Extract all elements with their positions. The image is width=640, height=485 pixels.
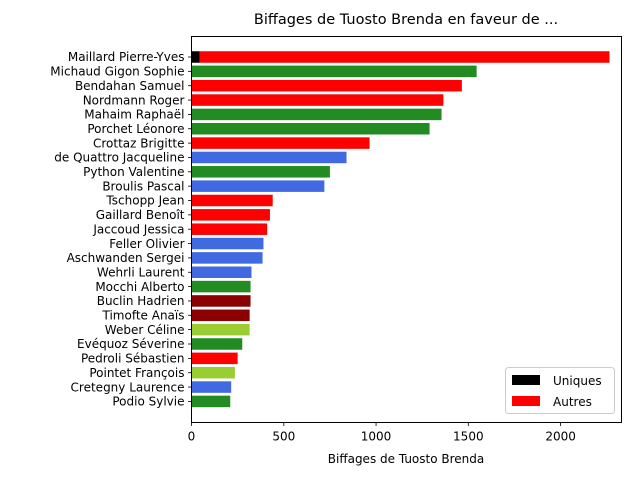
bar-19-autres bbox=[191, 323, 250, 336]
legend-swatch-uniques bbox=[512, 375, 540, 385]
bar-14-autres bbox=[191, 252, 263, 264]
bar-10-autres bbox=[191, 194, 273, 207]
bar-18-autres bbox=[191, 309, 250, 322]
bar-12-autres bbox=[191, 223, 268, 235]
y-tick-label: Buclin Hadrien bbox=[97, 294, 185, 308]
y-tick-label: Weber Céline bbox=[105, 323, 185, 337]
y-tick-label: Podio Sylvie bbox=[112, 395, 184, 409]
x-tick-label: 1500 bbox=[453, 430, 484, 444]
bar-1-autres bbox=[191, 65, 477, 78]
y-tick-label: Porchet Léonore bbox=[87, 122, 184, 136]
y-tick-label: Cretegny Laurence bbox=[71, 380, 185, 394]
x-tick-label: 500 bbox=[272, 430, 295, 444]
bar-5-autres bbox=[191, 123, 430, 135]
y-tick-label: Python Valentine bbox=[83, 165, 184, 179]
y-tick-label: Wehrli Laurent bbox=[97, 265, 185, 279]
y-tick-label: Crottaz Brigitte bbox=[93, 136, 185, 150]
bar-8-autres bbox=[191, 166, 330, 178]
y-tick-label: Maillard Pierre-Yves bbox=[68, 50, 185, 64]
y-tick-label: Timofte Anaïs bbox=[102, 309, 185, 323]
bar-6-autres bbox=[191, 137, 370, 149]
y-tick-label: Gaillard Benoît bbox=[96, 208, 185, 222]
legend-swatch-autres bbox=[512, 396, 540, 406]
x-axis-ticks: 0 500 1000 1500 2000 bbox=[188, 422, 576, 444]
bar-16-autres bbox=[191, 280, 251, 293]
y-tick-label: Jaccoud Jessica bbox=[92, 222, 184, 236]
bar-11-autres bbox=[191, 209, 270, 221]
bar-20-autres bbox=[191, 338, 243, 350]
bar-15-autres bbox=[191, 266, 252, 278]
y-tick-label: Mahaim Raphaël bbox=[84, 108, 184, 122]
y-tick-label: Bendahan Samuel bbox=[75, 79, 185, 93]
bar-22-autres bbox=[191, 366, 235, 379]
y-tick-label: Tschopp Jean bbox=[105, 194, 184, 208]
legend-label-autres: Autres bbox=[553, 395, 592, 409]
plot-frame bbox=[191, 36, 622, 423]
bar-23-autres bbox=[191, 381, 232, 393]
y-tick-label: Michaud Gigon Sophie bbox=[50, 65, 184, 79]
y-tick-label: de Quattro Jacqueline bbox=[54, 151, 184, 165]
x-tick-label: 2000 bbox=[545, 430, 576, 444]
chart-title: Biffages de Tuosto Brenda en faveur de .… bbox=[254, 12, 558, 28]
legend: Uniques Autres bbox=[505, 367, 615, 414]
bar-3-autres bbox=[191, 94, 444, 106]
y-tick-label: Mocchi Alberto bbox=[95, 280, 184, 294]
y-tick-label: Feller Olivier bbox=[109, 237, 184, 251]
y-tick-label: Pedroli Sébastien bbox=[81, 352, 185, 366]
y-tick-label: Pointet François bbox=[89, 366, 184, 380]
legend-label-uniques: Uniques bbox=[553, 374, 602, 388]
bar-21-autres bbox=[191, 352, 238, 365]
y-tick-label: Nordmann Roger bbox=[83, 93, 185, 107]
bars-layer bbox=[191, 51, 610, 408]
y-tick-label: Aschwanden Sergei bbox=[67, 251, 185, 265]
bar-24-autres bbox=[191, 395, 231, 408]
x-tick-label: 1000 bbox=[361, 430, 392, 444]
x-axis-label: Biffages de Tuosto Brenda bbox=[328, 452, 485, 466]
bar-2-autres bbox=[191, 79, 462, 92]
bar-0-autres bbox=[199, 51, 610, 63]
bar-7-autres bbox=[191, 151, 347, 164]
y-tick-label: Broulis Pascal bbox=[102, 179, 184, 193]
bar-9-autres bbox=[191, 180, 325, 192]
y-tick-label: Evéquoz Séverine bbox=[77, 337, 184, 351]
bar-13-autres bbox=[191, 237, 264, 250]
bar-4-autres bbox=[191, 108, 442, 121]
x-tick-label: 0 bbox=[188, 430, 196, 444]
bar-17-autres bbox=[191, 295, 251, 307]
bar-0-uniques bbox=[191, 51, 200, 63]
